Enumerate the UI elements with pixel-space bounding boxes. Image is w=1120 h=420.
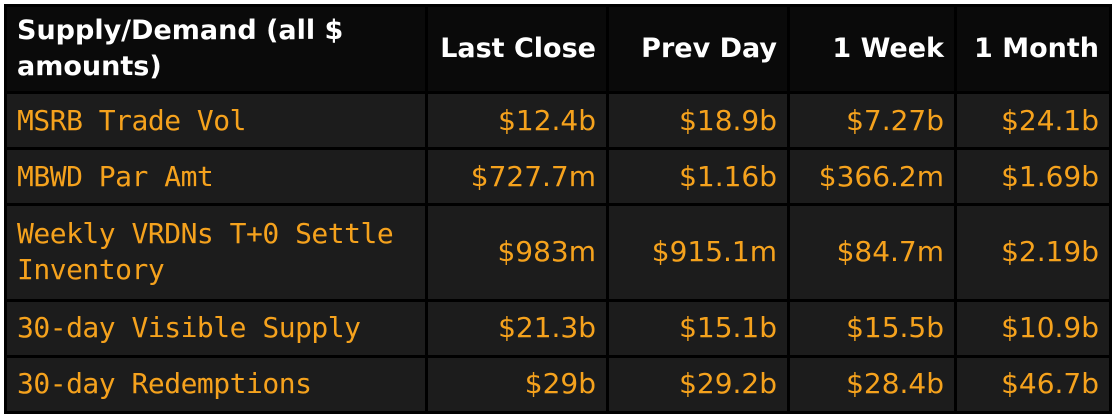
cell-1-month: $46.7b (957, 357, 1109, 411)
cell-prev-day: $1.16b (609, 150, 787, 204)
column-header-1-month: 1 Month (957, 7, 1109, 91)
cell-1-week: $84.7m (790, 206, 954, 299)
table-row: MBWD Par Amt $727.7m $1.16b $366.2m $1.6… (7, 150, 1109, 204)
row-label: Weekly VRDNs T+0 Settle Inventory (7, 206, 425, 299)
cell-prev-day: $915.1m (609, 206, 787, 299)
header-row: Supply/Demand (all $ amounts) Last Close… (7, 7, 1109, 91)
column-header-last-close: Last Close (428, 7, 606, 91)
table-row: 30-day Redemptions $29b $29.2b $28.4b $4… (7, 357, 1109, 411)
cell-1-week: $366.2m (790, 150, 954, 204)
row-label: MBWD Par Amt (7, 150, 425, 204)
cell-1-month: $1.69b (957, 150, 1109, 204)
row-label: 30-day Visible Supply (7, 301, 425, 355)
cell-last-close: $983m (428, 206, 606, 299)
cell-last-close: $21.3b (428, 301, 606, 355)
column-header-prev-day: Prev Day (609, 7, 787, 91)
cell-1-month: $10.9b (957, 301, 1109, 355)
cell-1-week: $28.4b (790, 357, 954, 411)
cell-last-close: $12.4b (428, 94, 606, 148)
table-row: MSRB Trade Vol $12.4b $18.9b $7.27b $24.… (7, 94, 1109, 148)
data-table-container: Supply/Demand (all $ amounts) Last Close… (4, 4, 1112, 414)
cell-last-close: $727.7m (428, 150, 606, 204)
cell-1-week: $15.5b (790, 301, 954, 355)
cell-1-month: $2.19b (957, 206, 1109, 299)
column-header-metric: Supply/Demand (all $ amounts) (7, 7, 425, 91)
cell-prev-day: $29.2b (609, 357, 787, 411)
cell-prev-day: $15.1b (609, 301, 787, 355)
cell-1-week: $7.27b (790, 94, 954, 148)
cell-last-close: $29b (428, 357, 606, 411)
table-row: 30-day Visible Supply $21.3b $15.1b $15.… (7, 301, 1109, 355)
cell-1-month: $24.1b (957, 94, 1109, 148)
cell-prev-day: $18.9b (609, 94, 787, 148)
row-label: MSRB Trade Vol (7, 94, 425, 148)
row-label: 30-day Redemptions (7, 357, 425, 411)
supply-demand-table: Supply/Demand (all $ amounts) Last Close… (4, 4, 1112, 414)
column-header-1-week: 1 Week (790, 7, 954, 91)
table-row: Weekly VRDNs T+0 Settle Inventory $983m … (7, 206, 1109, 299)
